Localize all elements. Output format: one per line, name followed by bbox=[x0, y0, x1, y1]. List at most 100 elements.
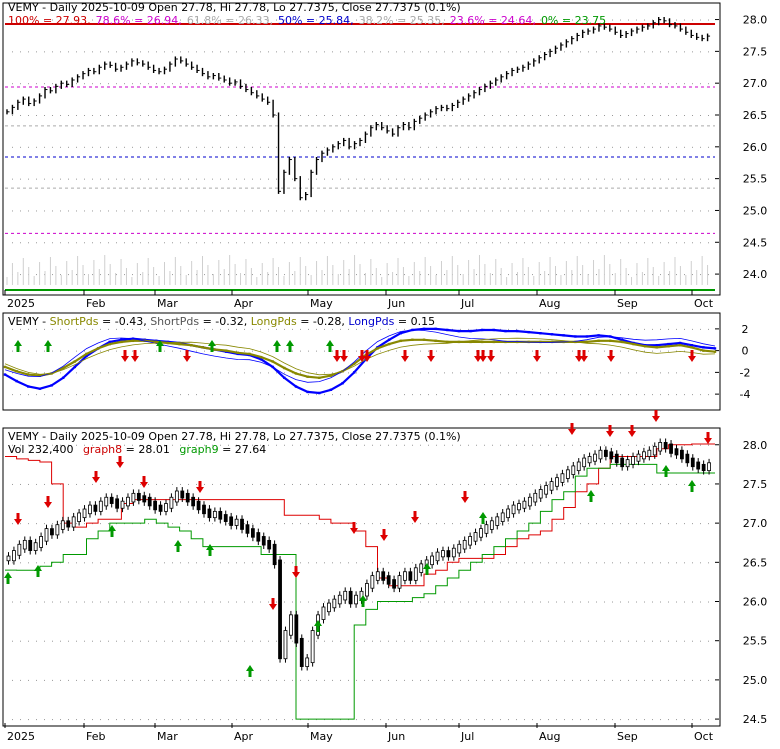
grid-dot bbox=[364, 19, 365, 21]
grid-dot bbox=[60, 350, 61, 352]
grid-dot bbox=[620, 115, 621, 116]
indicator-point bbox=[306, 375, 309, 378]
grid-dot bbox=[140, 350, 141, 352]
grid-dot bbox=[236, 115, 237, 116]
x-tick-label: Mar bbox=[157, 730, 178, 743]
grid-dot bbox=[612, 51, 613, 53]
indicator-point bbox=[469, 340, 472, 344]
grid-dot bbox=[172, 562, 173, 564]
grid-dot bbox=[436, 51, 437, 53]
grid-dot bbox=[332, 83, 333, 85]
grid-dot bbox=[476, 483, 477, 485]
grid-dot bbox=[468, 19, 469, 21]
grid-dot bbox=[668, 210, 669, 212]
grid-dot bbox=[516, 146, 517, 148]
grid-dot bbox=[468, 83, 469, 85]
grid-dot bbox=[268, 483, 269, 485]
grid-dot bbox=[340, 523, 341, 525]
indicator-point bbox=[376, 347, 379, 350]
grid-dot bbox=[516, 444, 517, 446]
grid-dot bbox=[500, 640, 501, 642]
indicator-point bbox=[539, 340, 542, 344]
grid-dot bbox=[364, 483, 365, 485]
grid-dot bbox=[316, 51, 317, 53]
grid-dot bbox=[532, 719, 533, 721]
grid-dot bbox=[140, 394, 141, 396]
grid-dot bbox=[428, 146, 429, 148]
grid-dot bbox=[444, 523, 445, 525]
grid-dot bbox=[196, 483, 197, 485]
indicator-point bbox=[678, 341, 682, 345]
grid-dot bbox=[212, 372, 213, 374]
grid-dot bbox=[476, 242, 477, 244]
grid-dot bbox=[708, 444, 709, 446]
grid-dot bbox=[108, 394, 109, 396]
grid-dot bbox=[380, 523, 381, 525]
grid-dot bbox=[700, 210, 701, 212]
grid-dot bbox=[572, 146, 573, 148]
grid-dot bbox=[460, 328, 461, 330]
candle-body bbox=[468, 536, 473, 546]
grid-dot bbox=[564, 210, 565, 212]
grid-dot bbox=[436, 350, 437, 352]
x-tick-label: Jul bbox=[460, 730, 474, 743]
grid-dot bbox=[580, 562, 581, 564]
grid-dot bbox=[236, 562, 237, 564]
grid-dot bbox=[340, 328, 341, 330]
grid-dot bbox=[108, 483, 109, 485]
grid-dot bbox=[588, 115, 589, 116]
grid-dot bbox=[220, 562, 221, 564]
grid-dot bbox=[196, 51, 197, 53]
candle-body bbox=[674, 448, 679, 456]
grid-dot bbox=[28, 372, 29, 374]
grid-dot bbox=[316, 146, 317, 148]
grid-dot bbox=[140, 242, 141, 244]
grid-dot bbox=[236, 679, 237, 681]
grid-dot bbox=[212, 679, 213, 681]
grid-dot bbox=[620, 444, 621, 446]
indicator-point bbox=[120, 340, 123, 344]
grid-dot bbox=[508, 372, 509, 374]
grid-dot bbox=[252, 719, 253, 721]
grid-dot bbox=[188, 523, 189, 525]
x-tick-label: Jun bbox=[387, 730, 405, 743]
grid-dot bbox=[276, 679, 277, 681]
grid-dot bbox=[156, 83, 157, 85]
grid-dot bbox=[268, 719, 269, 721]
grid-dot bbox=[396, 178, 397, 180]
candle-body bbox=[631, 456, 635, 465]
grid-dot bbox=[428, 19, 429, 21]
y-tick-label: 26.0 bbox=[743, 596, 768, 609]
grid-dot bbox=[644, 83, 645, 85]
grid-dot bbox=[148, 640, 149, 642]
grid-dot bbox=[612, 601, 613, 603]
grid-dot bbox=[436, 83, 437, 85]
grid-dot bbox=[92, 394, 93, 396]
grid-dot bbox=[532, 146, 533, 148]
candle-body bbox=[587, 456, 592, 464]
grid-dot bbox=[196, 679, 197, 681]
grid-dot bbox=[436, 719, 437, 721]
grid-dot bbox=[308, 350, 309, 352]
grid-dot bbox=[692, 562, 693, 564]
grid-dot bbox=[436, 601, 437, 603]
grid-dot bbox=[676, 350, 677, 352]
grid-dot bbox=[412, 523, 413, 525]
grid-dot bbox=[196, 210, 197, 212]
grid-dot bbox=[692, 523, 693, 525]
grid-dot bbox=[244, 394, 245, 396]
grid-dot bbox=[44, 350, 45, 352]
grid-dot bbox=[244, 444, 245, 446]
grid-dot bbox=[44, 483, 45, 485]
candle-body bbox=[565, 469, 570, 479]
candle-body bbox=[261, 536, 266, 546]
grid-dot bbox=[620, 51, 621, 53]
grid-dot bbox=[652, 242, 653, 244]
grid-dot bbox=[284, 146, 285, 148]
grid-dot bbox=[636, 601, 637, 603]
grid-dot bbox=[164, 83, 165, 85]
grid-dot bbox=[172, 483, 173, 485]
grid-dot bbox=[156, 178, 157, 180]
grid-dot bbox=[668, 350, 669, 352]
candle-body bbox=[647, 449, 652, 457]
